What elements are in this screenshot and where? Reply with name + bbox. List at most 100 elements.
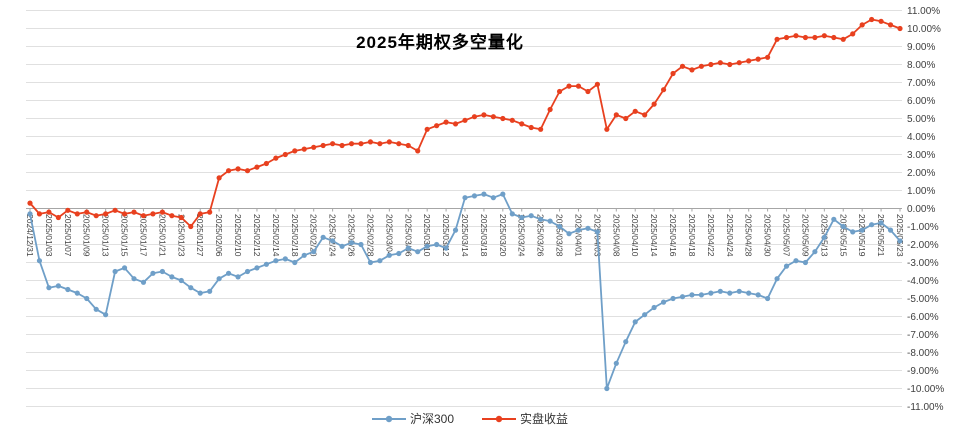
data-point — [604, 126, 610, 132]
data-point — [55, 283, 61, 289]
data-point — [320, 234, 326, 240]
data-point — [538, 126, 544, 132]
data-point — [670, 70, 676, 77]
data-point — [878, 220, 884, 226]
data-point — [216, 175, 222, 181]
x-axis-label: 2025/02/28 — [365, 214, 375, 257]
data-point — [556, 88, 563, 95]
data-point — [358, 141, 364, 147]
data-point — [396, 141, 402, 147]
data-point — [802, 259, 809, 266]
data-point — [850, 229, 856, 235]
data-point — [594, 81, 600, 87]
x-axis-label: 2025/03/12 — [441, 214, 451, 257]
data-point — [131, 276, 137, 282]
data-point — [490, 114, 496, 120]
data-point — [727, 61, 733, 68]
data-point — [159, 268, 165, 275]
data-point — [708, 61, 714, 68]
data-point — [178, 214, 184, 221]
x-axis-label: 2025/04/10 — [630, 214, 640, 257]
data-point — [869, 222, 875, 228]
x-axis-label: 2025/03/18 — [479, 214, 489, 257]
data-point — [415, 249, 421, 255]
data-point — [348, 141, 355, 147]
data-point — [519, 214, 525, 221]
y-axis-label: -11.00% — [907, 402, 944, 413]
chart-legend: 沪深300 实盘收益 — [0, 410, 940, 427]
data-point — [821, 33, 827, 39]
data-point — [613, 112, 619, 118]
x-axis-label: 2025/03/14 — [460, 214, 470, 257]
data-point — [812, 249, 818, 255]
data-point — [566, 83, 572, 89]
data-point — [462, 195, 468, 201]
data-point — [254, 265, 260, 271]
data-point — [897, 25, 903, 32]
data-point — [103, 312, 109, 318]
data-point — [660, 87, 667, 93]
data-point — [140, 213, 147, 219]
x-axis-label: 2025/03/04 — [384, 214, 394, 257]
data-point — [93, 213, 99, 219]
y-axis-label: -9.00% — [907, 366, 939, 377]
data-point — [434, 123, 440, 129]
data-point — [585, 88, 591, 95]
data-point — [178, 277, 184, 284]
data-point — [320, 142, 326, 149]
data-point — [679, 294, 686, 300]
data-point — [112, 207, 118, 213]
data-point — [575, 227, 582, 233]
y-axis-label: -5.00% — [907, 294, 939, 305]
data-point — [150, 211, 156, 217]
data-point — [538, 216, 544, 222]
x-axis-label: 2025/04/16 — [668, 214, 678, 257]
y-axis-label: 3.00% — [907, 150, 935, 161]
data-point — [27, 211, 33, 217]
data-point — [528, 213, 534, 219]
y-axis-label: -7.00% — [907, 330, 939, 341]
data-point — [793, 258, 799, 264]
y-axis-label: -1.00% — [907, 222, 939, 233]
x-axis-label: 2025/05/23 — [895, 214, 905, 257]
data-point — [840, 36, 846, 42]
x-axis-label: 2025/01/03 — [44, 214, 54, 257]
data-point — [415, 148, 421, 154]
data-point — [235, 274, 241, 280]
data-point — [367, 139, 374, 145]
data-point — [46, 285, 52, 291]
data-point — [490, 195, 496, 201]
x-axis-label: 2025/03/28 — [555, 214, 565, 257]
data-point — [216, 276, 222, 282]
data-point — [339, 142, 345, 149]
data-point — [651, 304, 657, 311]
x-axis-label: 2025/04/30 — [763, 214, 773, 257]
data-point — [471, 114, 478, 120]
data-point — [225, 168, 232, 174]
x-axis-label: 2025/02/10 — [233, 214, 243, 257]
data-point — [197, 211, 203, 217]
data-point — [556, 223, 563, 230]
data-point — [424, 126, 430, 132]
data-point — [755, 292, 761, 298]
data-point — [774, 36, 780, 42]
data-point — [840, 223, 846, 230]
x-axis-label: 2025/01/09 — [82, 214, 92, 257]
data-point — [65, 207, 71, 213]
data-point — [774, 276, 780, 282]
data-point — [783, 34, 790, 41]
data-point — [547, 218, 553, 224]
data-point — [330, 238, 336, 244]
data-point — [509, 211, 515, 217]
data-point — [65, 286, 71, 293]
data-point — [765, 54, 771, 60]
data-point — [424, 243, 430, 249]
data-point — [405, 245, 411, 251]
data-point — [755, 56, 761, 62]
data-point — [188, 285, 194, 291]
x-axis-label: 2025/02/12 — [252, 214, 262, 257]
data-point — [859, 227, 865, 233]
data-point — [396, 250, 402, 257]
y-axis-label: -6.00% — [907, 312, 939, 323]
